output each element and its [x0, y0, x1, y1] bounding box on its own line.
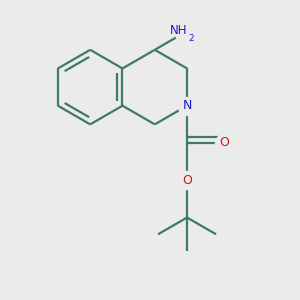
Text: 2: 2 [188, 34, 194, 43]
Text: O: O [219, 136, 229, 149]
Text: O: O [182, 174, 192, 187]
Text: NH: NH [169, 24, 187, 37]
Text: N: N [182, 99, 192, 112]
